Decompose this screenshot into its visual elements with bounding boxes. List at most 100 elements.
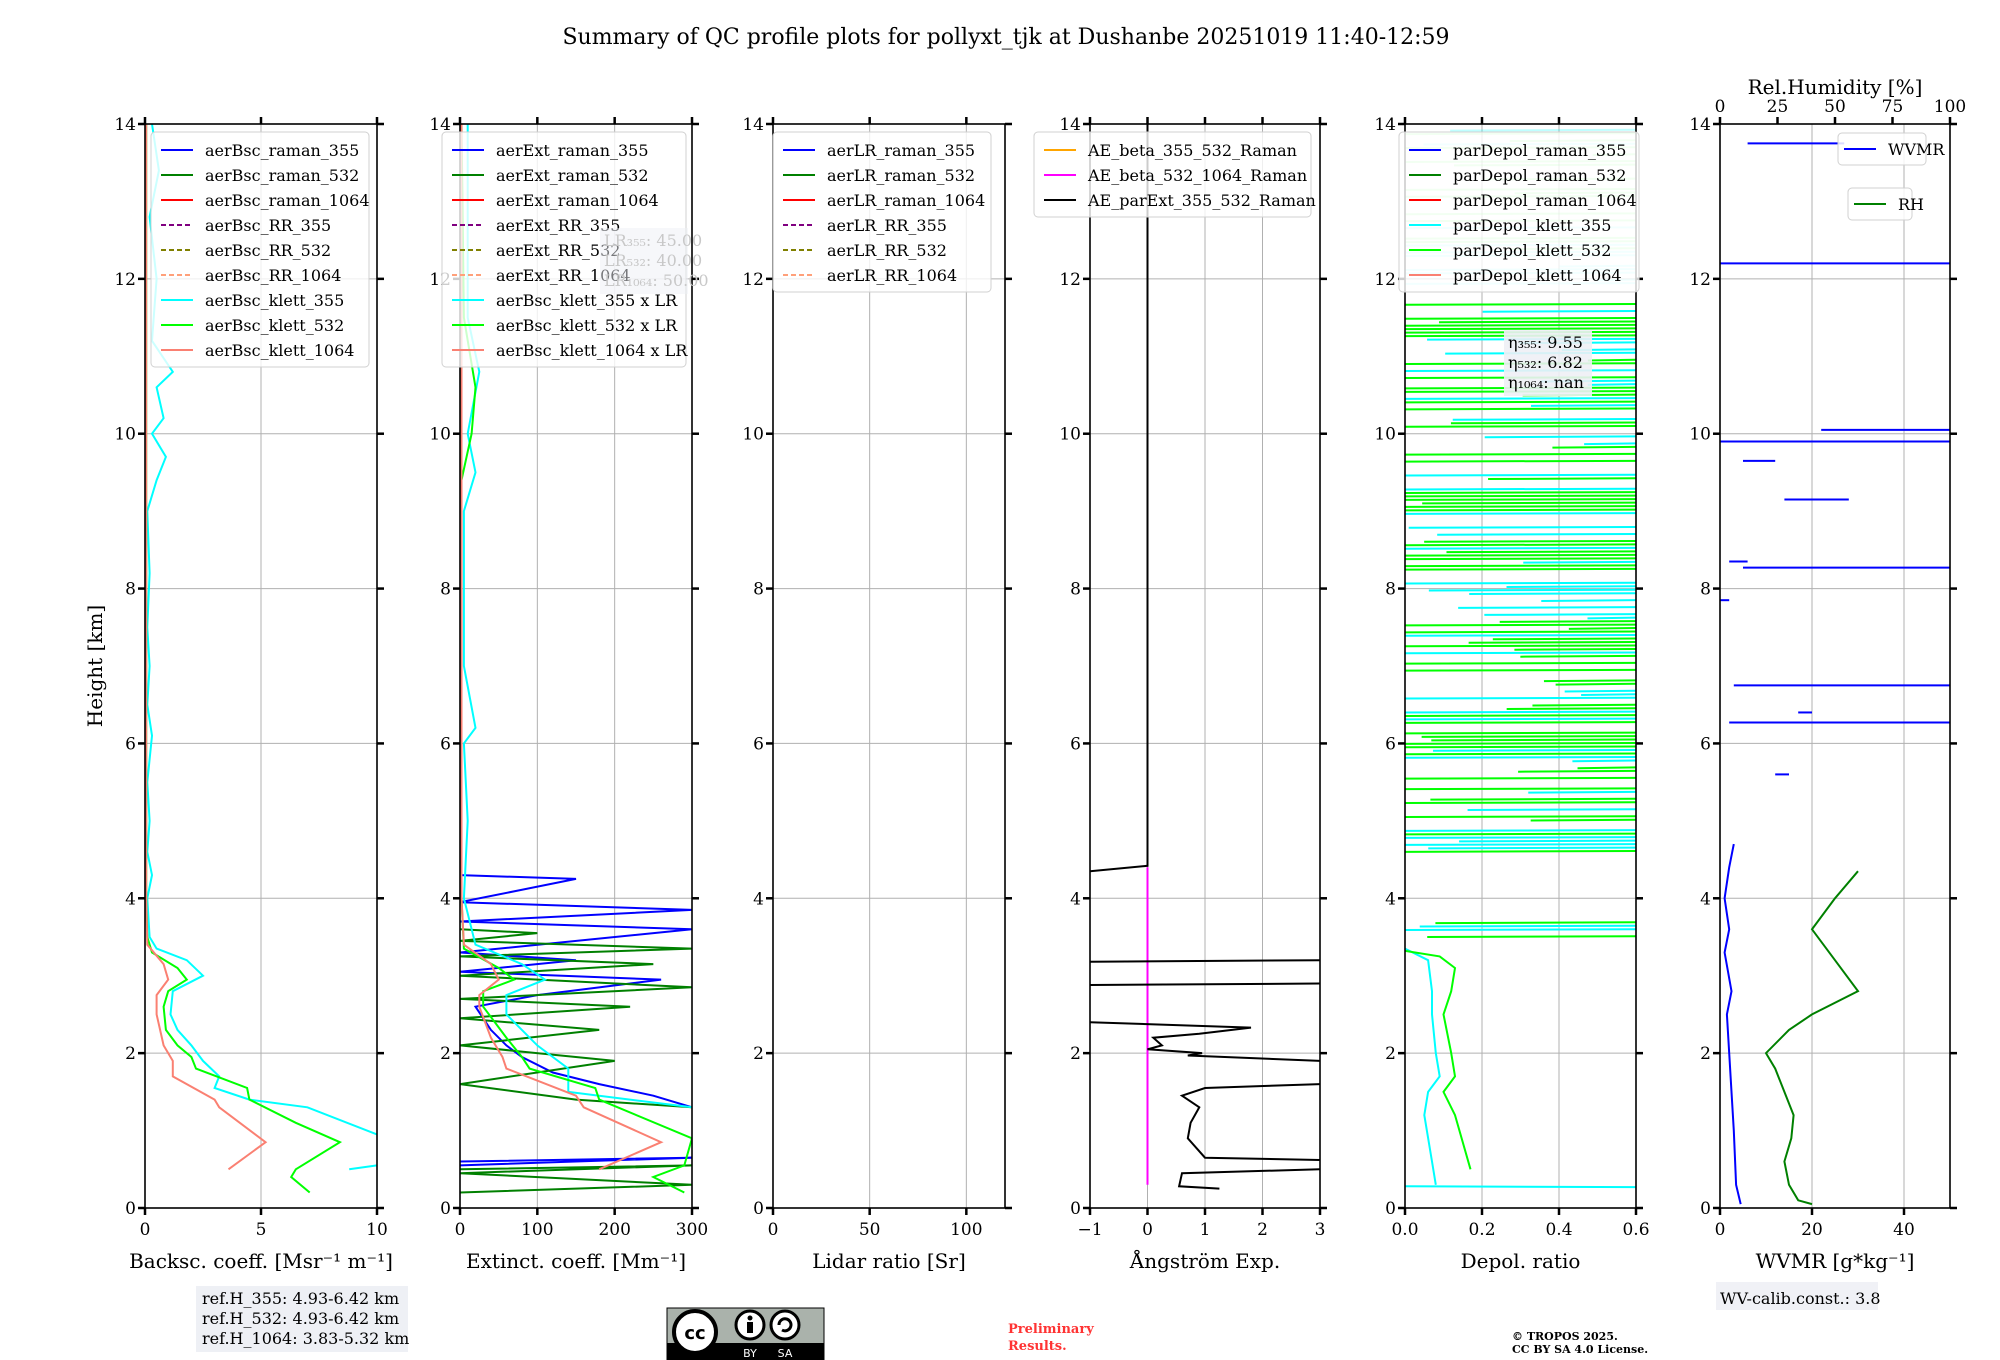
y-tick-label: 2 <box>440 1044 451 1064</box>
depol-noise-streak <box>1404 452 1637 456</box>
y-tick-label: 4 <box>753 889 764 909</box>
legend-label: parDepol_klett_1064 <box>1453 266 1622 285</box>
depol-noise-streak <box>1404 407 1637 411</box>
depol-noise-streak <box>1450 421 1637 425</box>
series-line-aerBsc_klett_532 x LR <box>460 124 692 1194</box>
depol-noise-streak <box>1404 829 1637 832</box>
depol-noise-streak <box>1506 707 1637 710</box>
legend-label: aerExt_RR_532 <box>496 241 620 260</box>
depol-noise-streak <box>1404 651 1637 655</box>
x-axis-label: WVMR [g*kg⁻¹] <box>1756 1249 1915 1273</box>
ref-height-355: ref.H_355: 4.93-6.42 km <box>202 1289 399 1308</box>
legend-lidar-ratio: aerLR_raman_355 aerLR_raman_532 aerLR_rama… <box>772 131 992 293</box>
y-tick-label: 2 <box>1700 1044 1711 1064</box>
legend-label: aerLR_RR_532 <box>827 241 947 260</box>
x-tick-label: 0 <box>1715 1220 1726 1240</box>
y-tick-label: 2 <box>1385 1044 1396 1064</box>
depol-noise-streak <box>1543 679 1637 683</box>
depol-noise-streak <box>1404 623 1637 627</box>
depol-noise-streak <box>1484 435 1637 439</box>
cc-text: cc <box>684 1323 705 1344</box>
legend-label: aerLR_raman_355 <box>827 141 975 160</box>
depol-noise-streak <box>1404 459 1637 463</box>
depol-noise-streak <box>1568 627 1637 630</box>
depol-noise-streak <box>1530 818 1637 822</box>
annotation-line: LR₁₀₆₄: 50.00 <box>604 271 709 290</box>
y-tick-label: 6 <box>440 734 451 754</box>
depol-noise-streak <box>1404 400 1637 404</box>
depol-noise-streak <box>1404 543 1637 547</box>
depol-noise-streak <box>1404 512 1637 515</box>
depol-noise-streak <box>1404 731 1637 735</box>
y-tick-label: 4 <box>1700 889 1711 909</box>
depol-noise-streak <box>1404 553 1637 557</box>
legend-label: WVMR <box>1888 140 1945 159</box>
depol-noise-streak <box>1404 634 1637 637</box>
top-x-tick-label: 100 <box>1934 97 1966 117</box>
depol-noise-streak <box>1572 759 1637 763</box>
y-tick-label: 14 <box>742 115 764 135</box>
depol-noise-streak <box>1404 397 1637 400</box>
y-axis-label: Height [km] <box>83 605 107 727</box>
legend-label: aerLR_RR_1064 <box>827 266 957 285</box>
x-tick-label: 0.0 <box>1391 1220 1418 1240</box>
annotation-wvmr: WV-calib.const.: 3.8 <box>1716 1282 1881 1310</box>
y-tick-label: 12 <box>1059 270 1081 290</box>
legend-label: aerExt_RR_355 <box>496 216 620 235</box>
depol-noise-streak <box>1404 850 1637 853</box>
x-tick-label: 200 <box>598 1220 630 1240</box>
y-tick-label: 6 <box>125 734 136 754</box>
x-tick-label: 3 <box>1315 1220 1326 1240</box>
legend-label: AE_beta_532_1064_Raman <box>1087 166 1307 185</box>
y-tick-label: 12 <box>1689 270 1711 290</box>
y-tick-label: 12 <box>742 270 764 290</box>
depol-noise-streak <box>1404 776 1637 780</box>
depol-noise-streak <box>1514 647 1637 651</box>
y-tick-label: 6 <box>1700 734 1711 754</box>
depol-noise-streak <box>1404 473 1637 477</box>
legend-label: AE_parExt_355_532_Raman <box>1087 191 1316 210</box>
depol-noise-streak <box>1587 358 1637 362</box>
top-x-axis-label: Rel.Humidity [%] <box>1748 75 1923 99</box>
annotation-line: LR₃₅₅: 45.00 <box>604 231 702 250</box>
y-tick-label: 6 <box>1385 734 1396 754</box>
depol-noise-streak <box>1433 749 1637 752</box>
depol-noise-streak <box>1404 630 1637 634</box>
annotation-line: η₅₃₂: 6.82 <box>1508 353 1583 372</box>
axes-frame <box>772 123 1006 1209</box>
depol-noise-streak <box>1530 404 1637 407</box>
x-tick-label: 0 <box>1142 1220 1153 1240</box>
depol-noise-streak <box>1404 717 1637 721</box>
depol-noise-streak <box>1404 494 1637 498</box>
axes-frame <box>459 123 693 1209</box>
depol-noise-streak <box>1528 790 1637 794</box>
y-tick-label: 0 <box>440 1199 451 1219</box>
top-x-tick-label: 25 <box>1767 97 1789 117</box>
depol-noise-streak <box>1404 567 1637 571</box>
depol-noise-streak <box>1564 689 1637 693</box>
y-tick-label: 10 <box>1374 425 1396 445</box>
depol-noise-streak <box>1469 592 1637 595</box>
depol-noise-streak <box>1427 935 1637 938</box>
x-tick-label: 0 <box>140 1220 151 1240</box>
depol-noise-streak <box>1404 546 1637 550</box>
depol-noise-streak <box>1428 846 1637 850</box>
y-tick-label: 10 <box>742 425 764 445</box>
legend-label: aerBsc_klett_355 <box>205 291 344 310</box>
series-line-parDepol_klett_355 <box>1405 947 1636 1189</box>
depol-noise-streak <box>1404 928 1637 932</box>
x-axis-label: Depol. ratio <box>1461 1249 1581 1273</box>
share-alike-icon <box>769 1309 801 1341</box>
x-tick-label: −1 <box>1077 1220 1102 1240</box>
annotation-line: η₃₅₅: 9.55 <box>1508 333 1583 352</box>
depol-noise-streak <box>1484 613 1637 616</box>
series-line-aerExt_raman_355 <box>460 874 692 1167</box>
depol-noise-streak <box>1518 769 1637 773</box>
x-tick-label: 20 <box>1801 1220 1823 1240</box>
ref-height-532: ref.H_532: 4.93-6.42 km <box>202 1309 399 1328</box>
x-tick-label: 0.2 <box>1468 1220 1495 1240</box>
series-line-WVMR <box>1723 843 1742 1205</box>
sa-label: SA <box>778 1347 793 1360</box>
